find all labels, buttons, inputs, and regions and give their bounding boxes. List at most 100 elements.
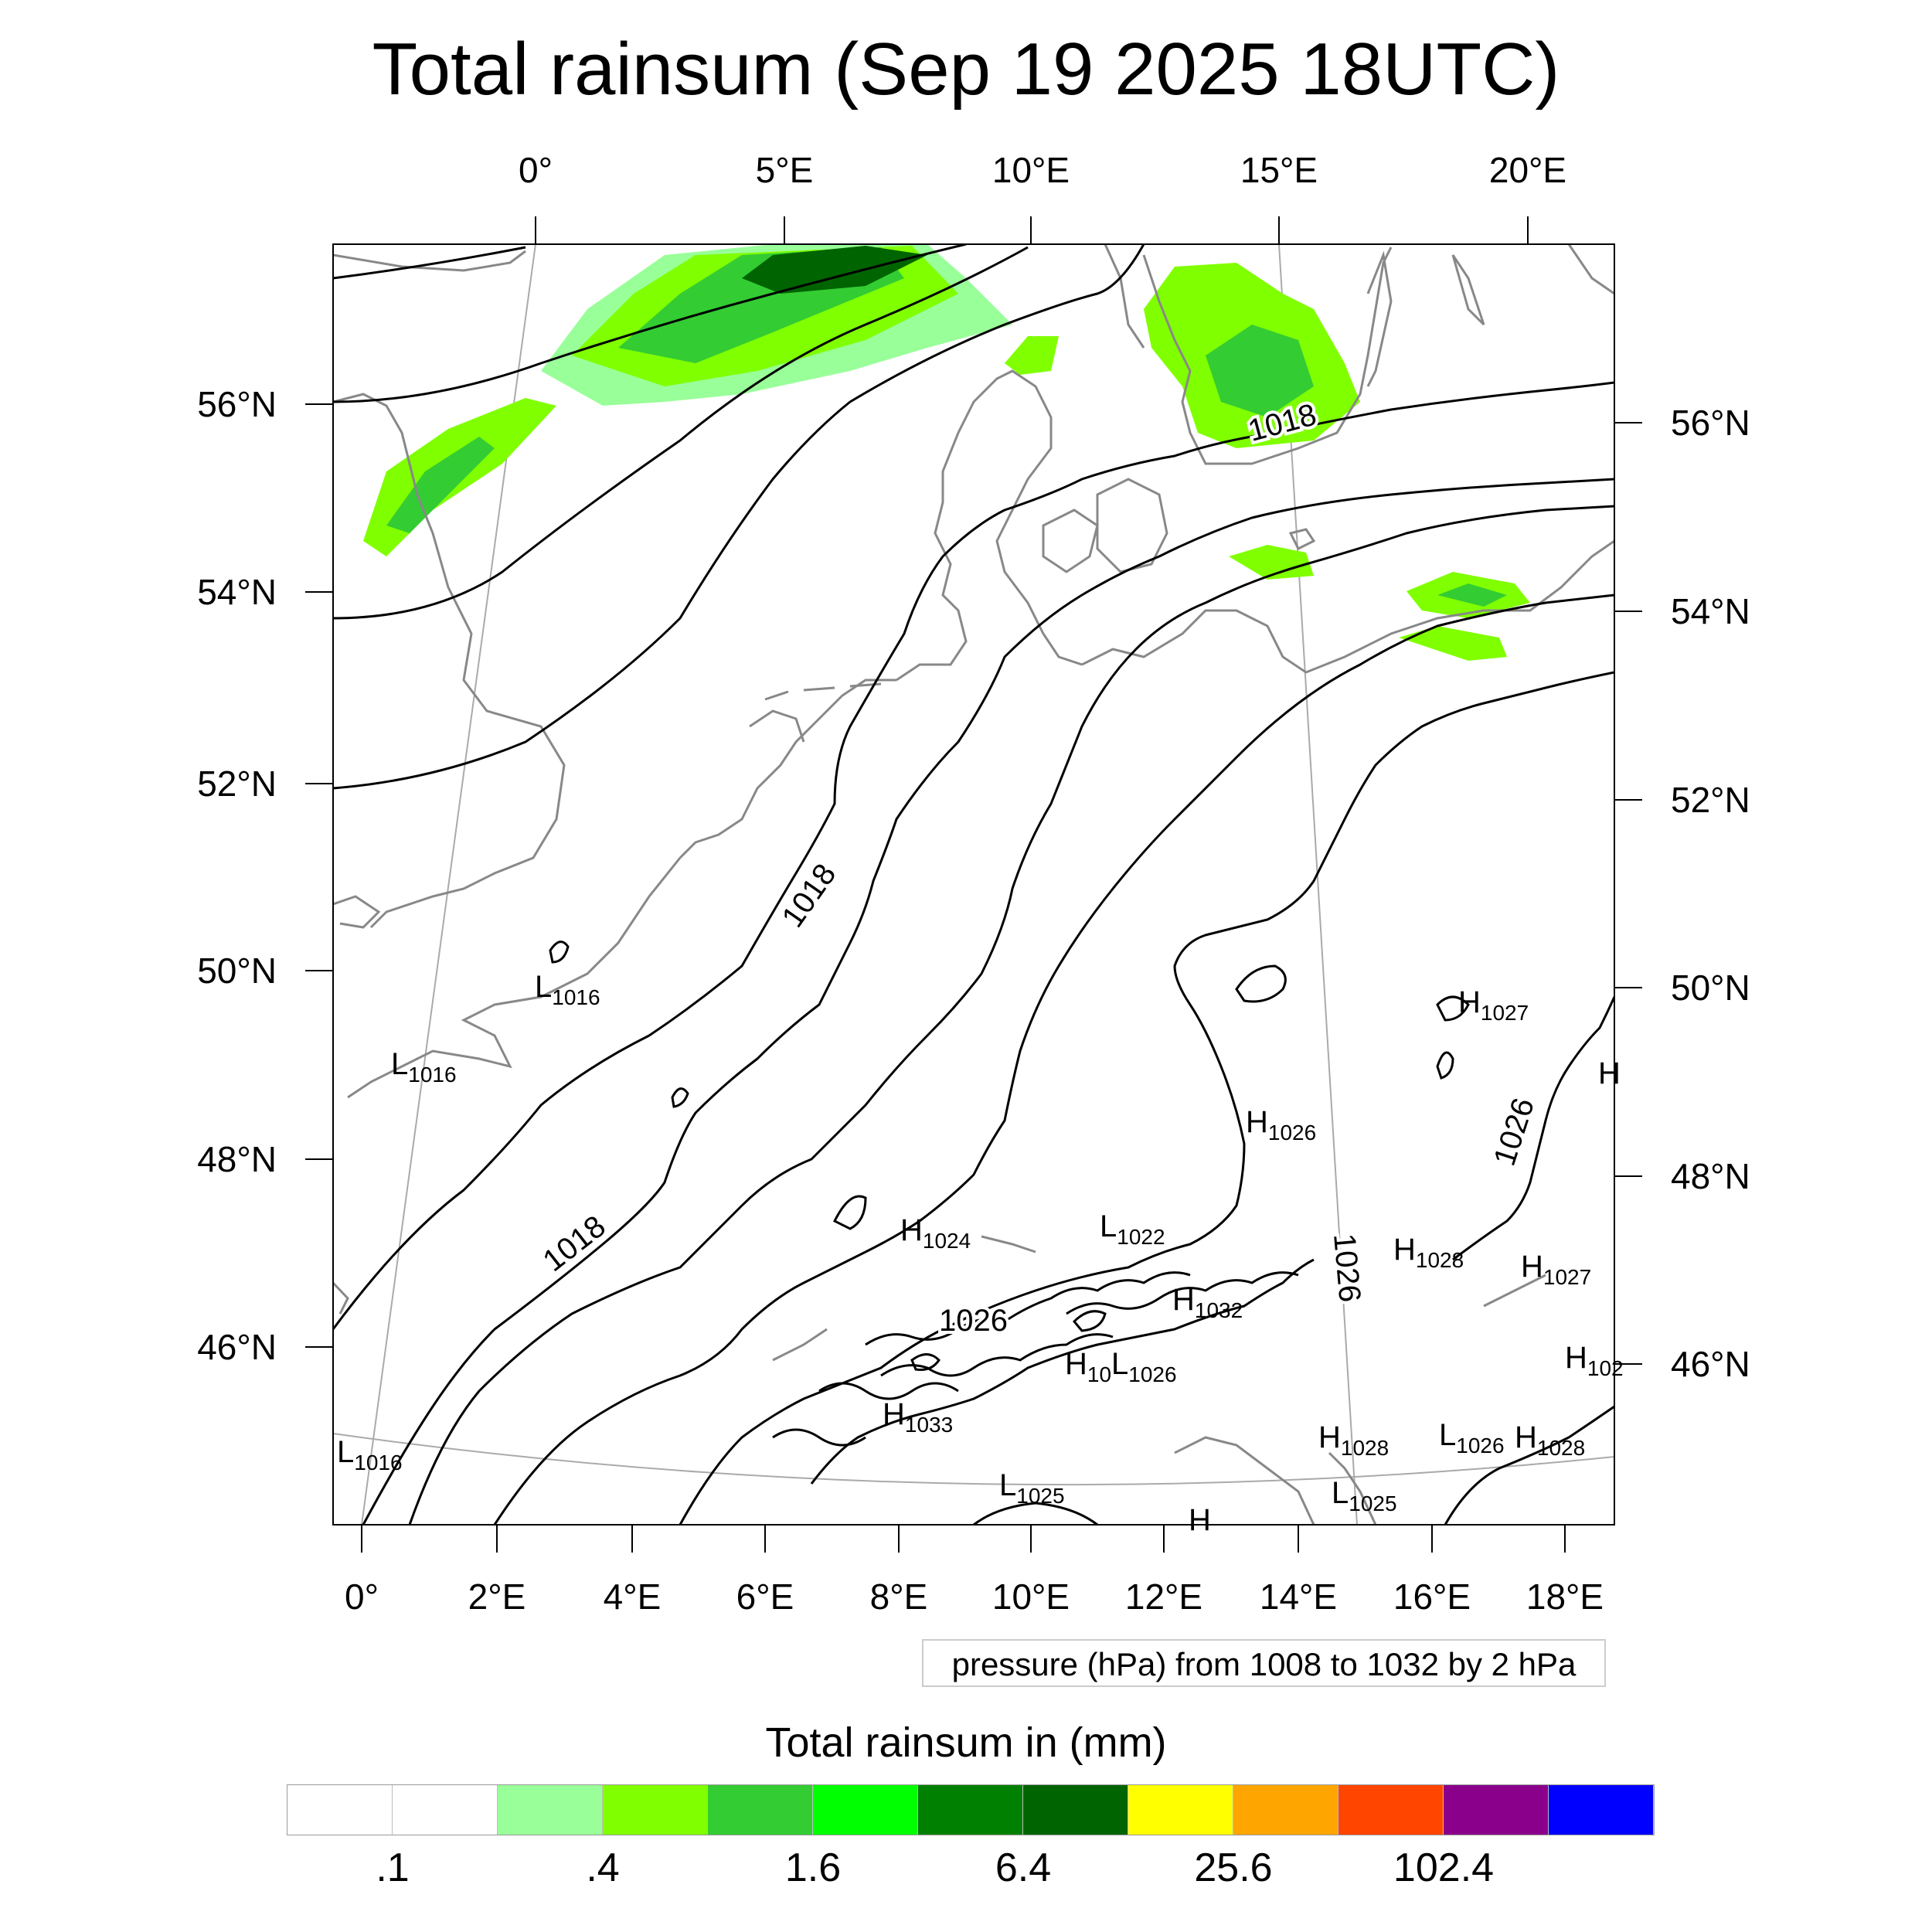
tick-label-left-0: 56°N bbox=[197, 384, 277, 424]
isobar-3 bbox=[333, 246, 1029, 620]
isobar-alps-3 bbox=[818, 1382, 959, 1400]
colorbar-title: Total rainsum in (mm) bbox=[765, 1719, 1167, 1766]
pressure-center-17: H1028 bbox=[1515, 1420, 1585, 1460]
rain-shading bbox=[363, 244, 1530, 661]
tick-label-left-1: 54°N bbox=[197, 572, 277, 612]
isobar-6 bbox=[362, 478, 1614, 1525]
pressure-center-5: H1026 bbox=[1246, 1105, 1316, 1145]
tick-label-bottom-6: 12°E bbox=[1125, 1577, 1202, 1617]
tick-label-top-3: 15°E bbox=[1240, 150, 1318, 190]
tick-label-left-5: 46°N bbox=[197, 1327, 277, 1367]
colorbar-label-4: 25.6 bbox=[1194, 1845, 1273, 1890]
map-title: Total rainsum (Sep 19 2025 18UTC) bbox=[372, 28, 1560, 111]
tick-label-left-3: 50°N bbox=[197, 951, 277, 991]
colorbar-box-1 bbox=[393, 1785, 498, 1835]
colorbar-label-3: 6.4 bbox=[995, 1845, 1052, 1890]
bottom-longitude-labels: 0° 2°E 4°E 6°E 8°E 10°E 12°E 14°E 16°E 1… bbox=[345, 1577, 1604, 1617]
tick-label-bottom-5: 10°E bbox=[992, 1577, 1070, 1617]
colorbar-box-9 bbox=[1233, 1785, 1338, 1835]
colorbar-box-2 bbox=[498, 1785, 603, 1835]
isobar-loop-3 bbox=[1436, 1051, 1454, 1080]
pressure-center-16: L1026 bbox=[1439, 1418, 1505, 1458]
pressure-center-2: L1016 bbox=[391, 1047, 457, 1087]
pressure-center-9: H1027 bbox=[1521, 1250, 1591, 1289]
colorbar-label-5: 102.4 bbox=[1393, 1845, 1495, 1890]
tick-label-bottom-2: 4°E bbox=[604, 1577, 662, 1617]
colorbar-box-6 bbox=[918, 1785, 1023, 1835]
isobar-7 bbox=[408, 505, 1614, 1525]
pressure-center-7: L1022 bbox=[1100, 1209, 1165, 1249]
pressure-center-3: L1016 bbox=[337, 1435, 403, 1475]
tick-label-top-1: 5°E bbox=[756, 150, 814, 190]
isobar-alps-2 bbox=[880, 1333, 1114, 1377]
pressure-centers: L1016 L1016 L1016 H1027 H1026 H1024 L102… bbox=[337, 970, 1624, 1537]
tick-label-bottom-7: 14°E bbox=[1260, 1577, 1337, 1617]
isobar-11 bbox=[1444, 1405, 1614, 1525]
isobar-loop-1 bbox=[1235, 964, 1287, 1003]
tick-marks bbox=[305, 216, 1642, 1553]
rain-area-denmark bbox=[1005, 336, 1059, 375]
isobar-label-1026-east: 1026 bbox=[1488, 1094, 1541, 1170]
rain-area-baltic-east-band bbox=[1399, 626, 1507, 661]
tick-label-right-2: 52°N bbox=[1671, 780, 1750, 820]
isobar-loop-6 bbox=[671, 1087, 689, 1108]
isobars bbox=[333, 244, 1614, 1525]
pressure-center-4: H1027 bbox=[1458, 985, 1529, 1025]
isobar-alps-5 bbox=[1066, 1271, 1299, 1315]
tick-label-top-4: 20°E bbox=[1489, 150, 1566, 190]
pressure-center-8: H1028 bbox=[1393, 1233, 1464, 1272]
tick-label-left-4: 48°N bbox=[197, 1139, 277, 1179]
top-longitude-labels: 0° 5°E 10°E 15°E 20°E bbox=[519, 150, 1566, 190]
pressure-center-10: H1032 bbox=[1172, 1283, 1243, 1322]
tick-label-top-2: 10°E bbox=[992, 150, 1070, 190]
rain-area-baltic-west bbox=[1229, 545, 1314, 580]
isobar-4 bbox=[333, 244, 1145, 790]
tick-label-right-3: 50°N bbox=[1671, 968, 1750, 1008]
tick-label-bottom-1: 2°E bbox=[468, 1577, 526, 1617]
rain-area-uk-core bbox=[386, 437, 495, 533]
left-latitude-labels: 56°N 54°N 52°N 50°N 48°N 46°N bbox=[197, 384, 277, 1367]
right-latitude-labels: 56°N 54°N 52°N 50°N 48°N 46°N bbox=[1671, 403, 1750, 1384]
isobar-label-1018-middle: 1018 bbox=[775, 858, 842, 934]
isobar-alps-1 bbox=[865, 1271, 1191, 1346]
pressure-center-21: H bbox=[1598, 1056, 1621, 1090]
tick-label-right-1: 54°N bbox=[1671, 591, 1750, 631]
isobar-1 bbox=[333, 246, 526, 280]
tick-label-top-0: 0° bbox=[519, 150, 553, 190]
colorbar-label-2: 1.6 bbox=[784, 1845, 842, 1890]
pressure-center-14: H1033 bbox=[883, 1397, 953, 1437]
isobar-label-1026-center: 1026 bbox=[1327, 1232, 1367, 1303]
tick-label-right-5: 46°N bbox=[1671, 1344, 1750, 1384]
isobar-2 bbox=[333, 244, 967, 403]
isobar-loop-5 bbox=[549, 940, 570, 964]
isobar-12 bbox=[1452, 996, 1614, 1261]
coastlines bbox=[333, 244, 1614, 1525]
colorbar bbox=[287, 1784, 1655, 1835]
isobar-8 bbox=[493, 594, 1614, 1525]
rain-area-north-sea-max bbox=[742, 246, 927, 294]
colorbar-label-1: .4 bbox=[586, 1845, 620, 1890]
pressure-center-15: H1028 bbox=[1318, 1420, 1389, 1460]
isobar-10 bbox=[810, 1258, 1315, 1485]
pressure-center-19: L1025 bbox=[1332, 1476, 1397, 1515]
plot-frame bbox=[332, 243, 1615, 1526]
pressure-center-12: L1026 bbox=[1111, 1347, 1177, 1386]
colorbar-box-10 bbox=[1338, 1785, 1444, 1835]
isobar-loop-2 bbox=[1436, 995, 1470, 1022]
isobar-loop-7 bbox=[1072, 1310, 1107, 1332]
colorbar-box-5 bbox=[813, 1785, 918, 1835]
colorbar-box-0 bbox=[287, 1785, 393, 1835]
colorbar-label-0: .1 bbox=[376, 1845, 410, 1890]
colorbar-box-7 bbox=[1023, 1785, 1128, 1835]
colorbar-box-12 bbox=[1549, 1785, 1654, 1835]
pressure-center-6: H1024 bbox=[900, 1213, 971, 1253]
isobar-label-1026-alps: 1026 bbox=[939, 1304, 1008, 1338]
tick-label-bottom-8: 16°E bbox=[1393, 1577, 1471, 1617]
pressure-center-13: H102 bbox=[1565, 1341, 1624, 1380]
colorbar-box-4 bbox=[708, 1785, 813, 1835]
pressure-center-18: L1025 bbox=[999, 1468, 1065, 1508]
isobar-9 bbox=[679, 671, 1614, 1525]
colorbar-box-3 bbox=[603, 1785, 708, 1835]
isobar-loop-4 bbox=[832, 1195, 867, 1230]
